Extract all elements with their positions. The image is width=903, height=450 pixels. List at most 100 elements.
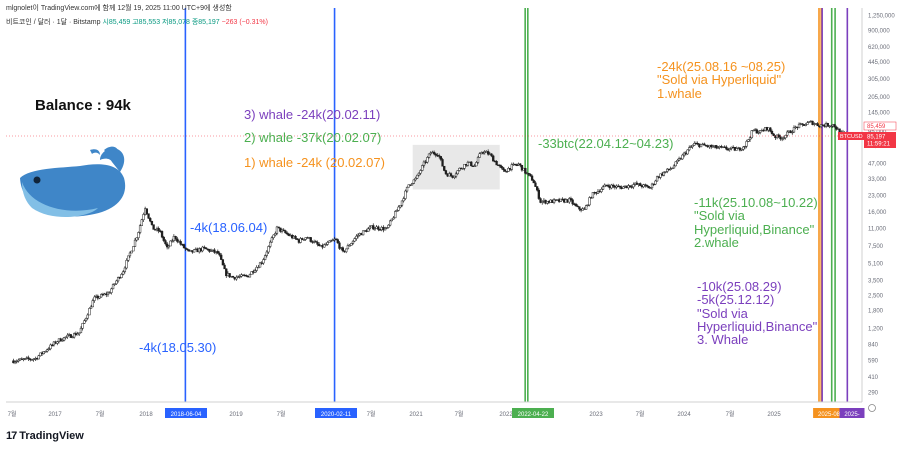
candle-body	[725, 146, 728, 150]
candle-body	[478, 153, 481, 158]
price-tick-label: 1,250,000	[868, 14, 895, 20]
candle-body	[318, 244, 321, 247]
candle-body	[422, 161, 426, 166]
candle-body	[93, 296, 96, 301]
candle-body	[520, 165, 524, 171]
candle-body	[122, 271, 125, 275]
candle-body	[681, 154, 684, 160]
candle-body	[59, 338, 62, 342]
candle-body	[138, 225, 142, 233]
candle-body	[676, 160, 679, 163]
candle-body	[470, 161, 473, 167]
price-tick-label: 11,000	[868, 227, 887, 233]
candle-body	[532, 180, 535, 184]
candle-body	[83, 320, 86, 324]
candle-body	[220, 254, 223, 260]
candle-body	[808, 121, 811, 123]
candle-body	[426, 157, 429, 163]
time-tick-label: 2017	[48, 412, 62, 418]
candle-body	[632, 184, 635, 188]
candle-body	[338, 242, 341, 249]
candle-body	[294, 236, 297, 239]
candle-body	[17, 359, 20, 362]
candle-body	[586, 204, 589, 206]
time-tick-label: 2024	[677, 412, 691, 418]
candle-body	[350, 243, 353, 246]
price-tick-label: 290	[868, 391, 879, 397]
candle-body	[309, 237, 312, 242]
candle-body	[284, 230, 287, 234]
candle-body	[672, 165, 676, 169]
candle-body	[269, 241, 272, 247]
candle-body	[167, 245, 170, 248]
candle-body	[689, 146, 693, 148]
candle-body	[221, 259, 225, 266]
candle-body	[434, 153, 437, 156]
candle-body	[654, 180, 657, 185]
candle-body	[463, 164, 466, 169]
price-tick-label: 205,000	[868, 95, 890, 101]
candle-body	[394, 211, 397, 219]
date-marker-tag	[839, 408, 865, 418]
candle-body	[274, 233, 277, 236]
candle-body	[449, 173, 453, 176]
candle-body	[100, 294, 103, 298]
candle-body	[76, 333, 79, 336]
candle-body	[662, 172, 666, 176]
candle-body	[150, 220, 154, 225]
candle-body	[182, 244, 186, 249]
axis-settings-icon[interactable]	[868, 404, 876, 412]
price-tick-label: 1,200	[868, 327, 884, 333]
candle-body	[61, 340, 64, 342]
annotation-whale-1-sale: -24k(25.08.16 ~08.25) "Sold via Hyperliq…	[657, 59, 786, 101]
candle-body	[811, 120, 814, 125]
price-axis[interactable]: 1,250,000 900,000 620,000 445,000 305,000 205…	[861, 8, 895, 402]
candle-body	[666, 168, 669, 172]
candle-body	[427, 153, 431, 158]
time-axis[interactable]: 7월 2017 7월 2018 2018-06-04 2019 7월 2020-02-11 7월…	[6, 401, 876, 418]
tradingview-logo[interactable]: 17 TradingView	[6, 430, 84, 442]
candle-body	[742, 146, 745, 150]
price-tick-label: 590	[868, 359, 879, 365]
candle-body	[160, 231, 164, 238]
candle-body	[711, 146, 715, 148]
candle-body	[487, 151, 490, 155]
candle-body	[287, 233, 290, 236]
candle-body	[262, 259, 265, 264]
candle-body	[184, 247, 187, 250]
candle-body	[89, 306, 93, 309]
candle-body	[786, 131, 789, 136]
candle-body	[432, 151, 436, 155]
price-tick-label: 620,000	[868, 45, 890, 51]
candle-body	[671, 167, 674, 170]
candle-body	[120, 274, 123, 278]
candle-body	[71, 336, 74, 339]
candle-body	[258, 262, 262, 268]
time-tick-label: 2025	[767, 412, 781, 418]
candle-body	[84, 317, 88, 321]
candle-body	[110, 288, 113, 293]
candle-body	[142, 214, 145, 221]
candle-body	[419, 170, 422, 174]
candle-body	[314, 241, 317, 243]
time-tick-label: 2025-	[844, 412, 859, 418]
candle-body	[171, 240, 174, 242]
candle-body	[348, 245, 351, 247]
candle-body	[201, 246, 204, 252]
time-tick-label: 7월	[367, 410, 376, 418]
symbol-name[interactable]: 비트코인 / 달러 · 1달 · Bitstamp	[6, 19, 101, 26]
price-tick-label: 840	[868, 343, 879, 349]
candle-body	[331, 239, 334, 242]
candle-body	[475, 162, 478, 167]
candle-body	[98, 296, 101, 299]
time-tick-label: 2025-08	[818, 412, 841, 418]
candle-body	[137, 232, 140, 239]
price-tick-label: 16,000	[868, 210, 887, 216]
candle-body	[86, 314, 89, 319]
candle-body	[591, 192, 595, 199]
price-tick-label: 5,100	[868, 261, 884, 267]
candle-body	[757, 132, 760, 134]
time-tick-label: 2023	[589, 412, 603, 418]
